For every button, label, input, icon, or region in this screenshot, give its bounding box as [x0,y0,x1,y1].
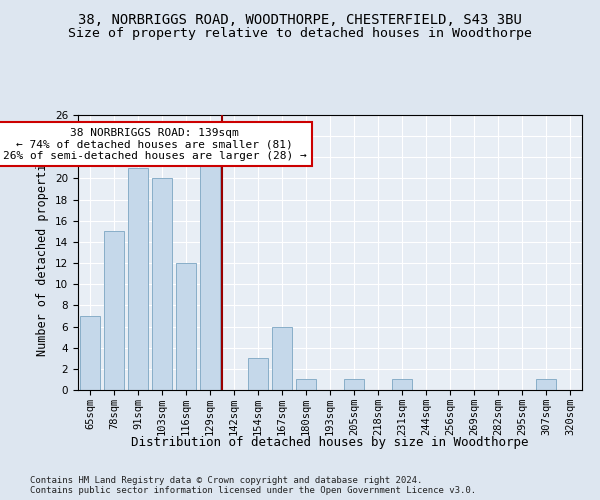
Bar [152,178,172,390]
Bar [296,380,316,390]
Text: 38 NORBRIGGS ROAD: 139sqm
← 74% of detached houses are smaller (81)
26% of semi-: 38 NORBRIGGS ROAD: 139sqm ← 74% of detac… [3,128,307,161]
Text: Distribution of detached houses by size in Woodthorpe: Distribution of detached houses by size … [131,436,529,449]
Bar [272,326,292,390]
Bar [200,158,220,390]
Bar [176,263,196,390]
Bar [128,168,148,390]
Bar [248,358,268,390]
Bar [392,380,412,390]
Text: 38, NORBRIGGS ROAD, WOODTHORPE, CHESTERFIELD, S43 3BU: 38, NORBRIGGS ROAD, WOODTHORPE, CHESTERF… [78,12,522,26]
Bar [104,232,124,390]
Bar [344,380,364,390]
Y-axis label: Number of detached properties: Number of detached properties [37,149,49,356]
Bar [536,380,556,390]
Bar [80,316,100,390]
Text: Size of property relative to detached houses in Woodthorpe: Size of property relative to detached ho… [68,28,532,40]
Text: Contains HM Land Registry data © Crown copyright and database right 2024.
Contai: Contains HM Land Registry data © Crown c… [30,476,476,495]
